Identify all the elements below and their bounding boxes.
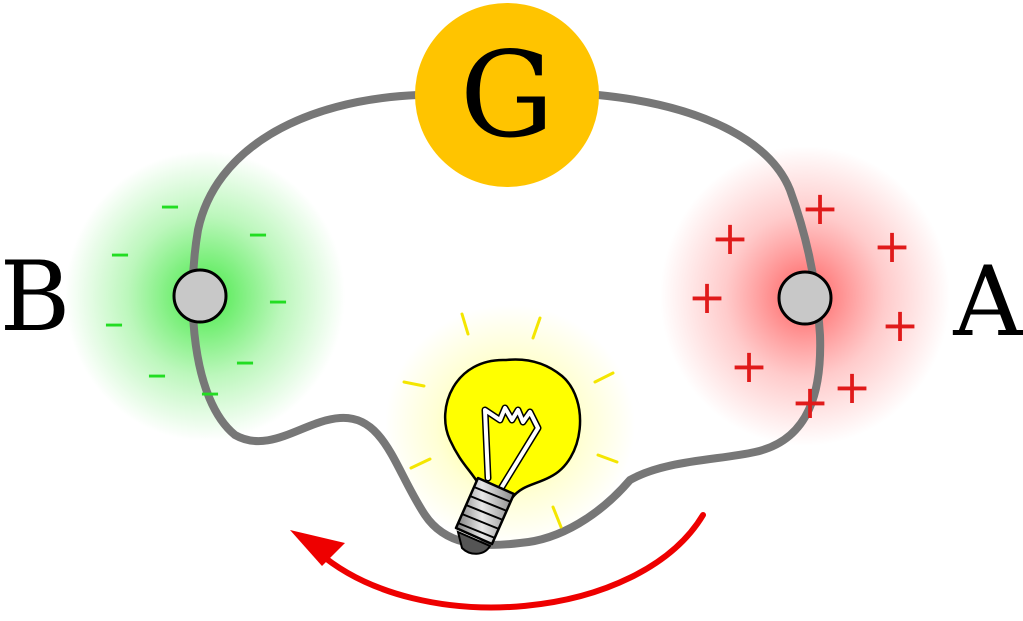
positive-charges: ++ ++++ ++	[688, 181, 920, 429]
bulb-rays	[402, 312, 619, 529]
bulb-base	[454, 476, 516, 555]
positive-charge-6: +	[730, 339, 769, 393]
terminal-label-a: A	[952, 246, 1023, 358]
negative-charge-7: –	[147, 351, 167, 397]
terminal-label-b: B	[0, 241, 70, 353]
positive-charge-2: +	[711, 211, 750, 265]
negative-charge-5: –	[104, 300, 124, 346]
negative-charges: ––––––– –	[104, 182, 288, 415]
negative-charge-8: –	[200, 369, 220, 415]
negative-charge-1: –	[160, 182, 180, 228]
positive-charge-4: +	[688, 270, 727, 324]
bulb-filament	[481, 404, 542, 494]
negative-charge-2: –	[248, 210, 268, 256]
curved-arrow-icon	[290, 512, 706, 611]
negative-charge-6: –	[235, 338, 255, 384]
bulb-glass	[444, 358, 582, 500]
positive-charge-5: +	[881, 298, 920, 352]
generator: G	[415, 3, 599, 187]
generator-circle	[415, 3, 599, 187]
generator-label: G	[460, 26, 554, 164]
terminal-a	[777, 270, 833, 326]
negative-charge-3: –	[110, 230, 130, 276]
terminal-b	[172, 268, 228, 324]
positive-charge-1: +	[801, 181, 840, 235]
positive-charge-3: +	[873, 219, 912, 273]
positive-charge-7: +	[833, 360, 872, 414]
negative-charge-4: –	[268, 277, 288, 323]
light-bulb-icon	[444, 358, 582, 555]
positive-charge-8: +	[791, 375, 830, 429]
